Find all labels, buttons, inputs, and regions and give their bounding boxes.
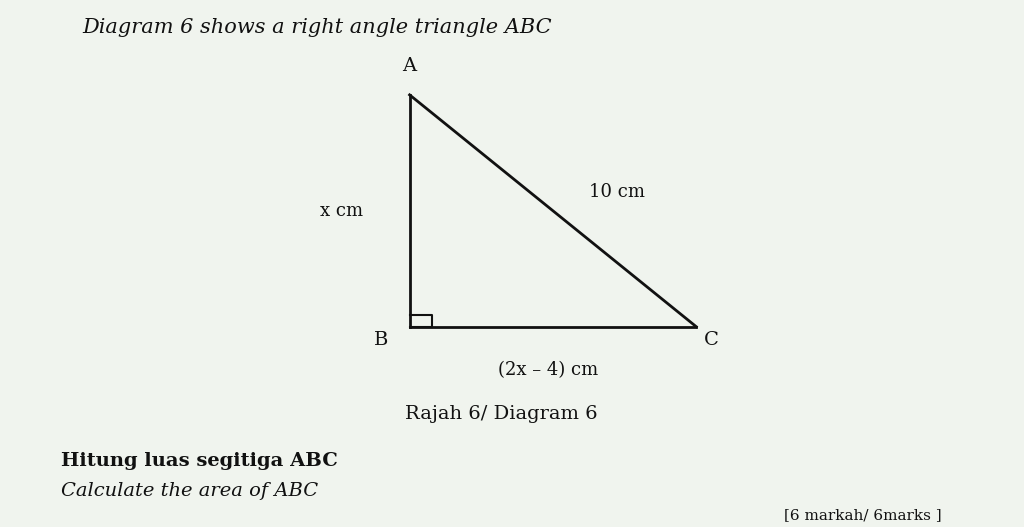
Text: [6 markah/ 6marks ]: [6 markah/ 6marks ]	[784, 508, 942, 522]
Text: Diagram 6 shows a right angle triangle ABC: Diagram 6 shows a right angle triangle A…	[82, 18, 552, 37]
Text: Hitung luas segitiga ABC: Hitung luas segitiga ABC	[61, 452, 338, 470]
Text: Calculate the area of ABC: Calculate the area of ABC	[61, 482, 318, 500]
Text: C: C	[705, 331, 719, 349]
Text: x cm: x cm	[321, 202, 364, 220]
Text: A: A	[402, 57, 417, 75]
Text: (2x – 4) cm: (2x – 4) cm	[498, 361, 598, 379]
Text: 10 cm: 10 cm	[589, 183, 645, 201]
Text: Rajah 6/ Diagram 6: Rajah 6/ Diagram 6	[406, 405, 598, 423]
Text: B: B	[374, 331, 388, 349]
